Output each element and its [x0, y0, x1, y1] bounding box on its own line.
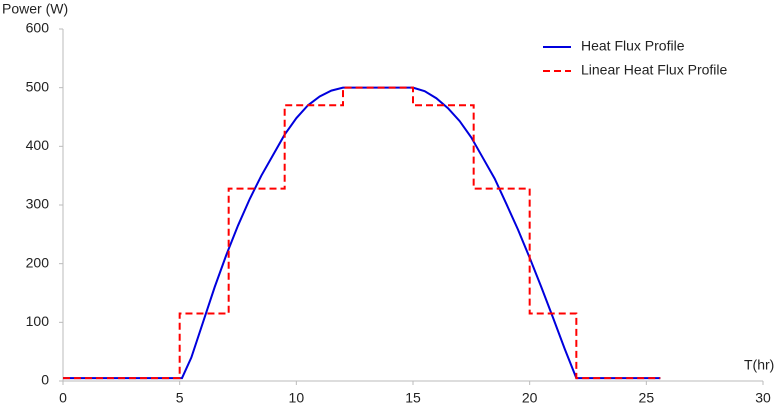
x-tick-label: 30 — [755, 390, 771, 406]
y-tick-label: 200 — [26, 254, 50, 270]
x-tick-label: 10 — [289, 390, 305, 406]
x-tick-label: 5 — [176, 390, 184, 406]
y-axis-title: Power (W) — [2, 1, 68, 17]
x-tick-label: 25 — [639, 390, 655, 406]
y-tick-label: 100 — [26, 313, 50, 329]
y-tick-label: 400 — [26, 137, 50, 153]
x-tick-label: 20 — [522, 390, 538, 406]
y-tick-label: 600 — [26, 20, 50, 36]
x-axis-title: T(hr) — [744, 357, 774, 373]
legend-label: Heat Flux Profile — [581, 38, 685, 54]
series-line — [63, 86, 661, 380]
y-tick-label: 0 — [41, 372, 49, 388]
y-tick-label: 300 — [26, 196, 50, 212]
y-tick-label: 500 — [26, 78, 50, 94]
x-tick-label: 15 — [405, 390, 421, 406]
series-line — [63, 86, 661, 380]
x-tick-label: 0 — [59, 390, 67, 406]
legend-label: Linear Heat Flux Profile — [581, 62, 728, 78]
